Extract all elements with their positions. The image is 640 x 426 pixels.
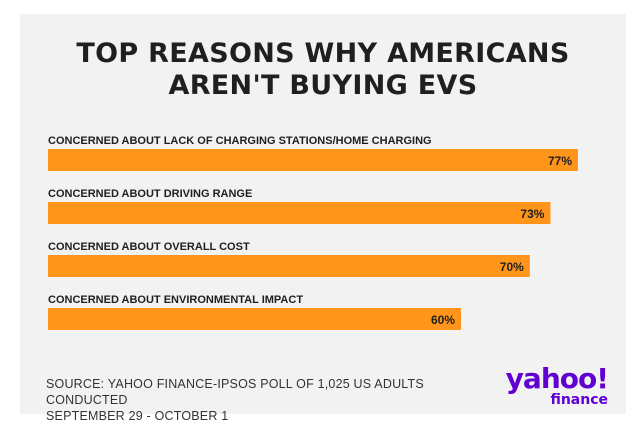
bar: [48, 308, 461, 330]
bar-value-label: 73%: [520, 207, 544, 221]
category-label: CONCERNED ABOUT ENVIRONMENTAL IMPACT: [48, 294, 303, 306]
category-label: CONCERNED ABOUT DRIVING RANGE: [48, 188, 252, 200]
bar: [48, 149, 578, 171]
bar: [48, 202, 551, 224]
yahoo-finance-logo: yahoo! finance: [498, 362, 609, 409]
bar-chart: CONCERNED ABOUT LACK OF CHARGING STATION…: [48, 135, 578, 330]
bar: [48, 255, 530, 277]
bar-value-label: 70%: [500, 260, 524, 274]
source-note: SOURCE: YAHOO FINANCE-IPSOS POLL OF 1,02…: [46, 376, 486, 424]
chart-title-line-2: AREN'T BUYING EVS: [168, 70, 478, 101]
category-label: CONCERNED ABOUT OVERALL COST: [48, 241, 250, 253]
source-line-2: SEPTEMBER 29 - OCTOBER 1: [46, 409, 229, 423]
chart-title-line-1: TOP REASONS WHY AMERICANS: [76, 38, 570, 69]
source-line-1: SOURCE: YAHOO FINANCE-IPSOS POLL OF 1,02…: [46, 377, 424, 407]
category-label: CONCERNED ABOUT LACK OF CHARGING STATION…: [48, 135, 432, 147]
yahoo-wordmark: yahoo!: [505, 362, 609, 395]
chart-card: TOP REASONS WHY AMERICANS AREN'T BUYING …: [20, 14, 626, 423]
chart-title: TOP REASONS WHY AMERICANS AREN'T BUYING …: [20, 38, 626, 102]
bar-value-label: 60%: [431, 313, 455, 327]
bar-value-label: 77%: [548, 154, 572, 168]
finance-wordmark: finance: [550, 392, 608, 408]
